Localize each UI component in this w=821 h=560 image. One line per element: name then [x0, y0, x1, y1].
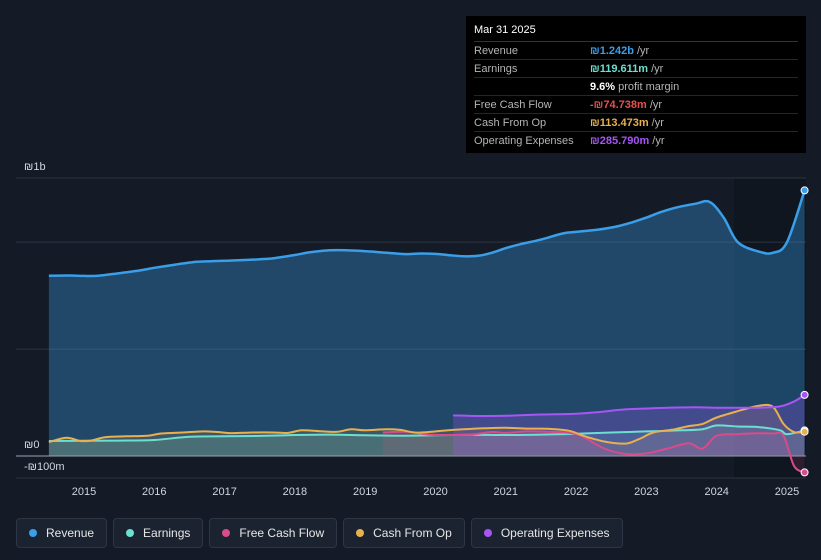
tooltip-row-label: Revenue — [474, 44, 519, 57]
revenue-area — [48, 190, 805, 456]
x-tick-label: 2025 — [775, 486, 799, 498]
tooltip-row-label: Cash From Op — [474, 116, 547, 129]
tooltip-row: Revenue ₪1.242b/yr — [474, 42, 798, 60]
tooltip-row: Operating Expenses ₪285.790m/yr — [474, 132, 798, 149]
earnings-line — [48, 424, 805, 442]
legend-item-operating-expenses[interactable]: Operating Expenses — [470, 518, 623, 548]
x-tick-label: 2023 — [634, 486, 658, 498]
legend-label: Revenue — [46, 526, 95, 540]
series-end-markers — [800, 186, 809, 477]
tooltip-date: Mar 31 2025 — [474, 24, 798, 42]
revenue-line — [48, 189, 806, 278]
operating-expenses-line — [453, 394, 806, 418]
series-lines — [48, 189, 806, 474]
tooltip-row-value: ₪113.473m — [590, 116, 649, 129]
operating-expenses-end-marker — [800, 390, 809, 399]
legend-dot-icon — [356, 529, 365, 537]
tooltip-row-unit: /yr — [636, 44, 650, 57]
y-tick-label: ₪1b — [24, 161, 46, 173]
tooltip-row-label: Operating Expenses — [474, 134, 574, 147]
tooltip-row-unit: /yr — [651, 116, 664, 129]
x-tick-label: 2022 — [564, 486, 588, 498]
legend-dot-icon — [29, 529, 37, 537]
tooltip-row: Free Cash Flow -₪74.738m/yr — [474, 96, 798, 114]
tooltip-row-unit: /yr — [651, 62, 664, 75]
x-tick-label: 2024 — [704, 486, 728, 498]
tooltip-row-unit: /yr — [652, 134, 665, 147]
cash-from-op-line — [48, 403, 805, 445]
tooltip-row-label: Earnings — [474, 62, 518, 75]
x-tick-label: 2016 — [142, 486, 166, 498]
x-tick-label: 2015 — [72, 486, 96, 498]
free-cash-flow-end-marker — [800, 468, 809, 477]
y-tick-label: ₪0 — [24, 439, 39, 451]
legend-label: Earnings — [143, 526, 191, 540]
tooltip-row: 9.6% profit margin — [474, 78, 798, 96]
chart-legend: Revenue Earnings Free Cash Flow Cash From O… — [16, 518, 623, 548]
tooltip-rows: Revenue ₪1.242b/yr Earnings ₪119.611m/yr 9.6… — [474, 42, 798, 149]
legend-dot-icon — [126, 529, 135, 537]
tooltip-row-unit: /yr — [649, 98, 663, 111]
tooltip-row-value: ₪119.611m — [590, 62, 649, 75]
tooltip-row: Cash From Op ₪113.473m/yr — [474, 114, 798, 132]
legend-item-cash-from-op[interactable]: Cash From Op — [343, 518, 465, 548]
legend-item-revenue[interactable]: Revenue — [16, 518, 108, 548]
x-tick-label: 2020 — [423, 486, 447, 498]
x-tick-label: 2021 — [494, 486, 518, 498]
tooltip-row-value: 9.6% — [590, 80, 616, 93]
tooltip-row-value: -₪74.738m — [590, 98, 647, 111]
legend-dot-icon — [483, 529, 492, 537]
tooltip-row-unit: profit margin — [618, 80, 680, 93]
tooltip-row: Earnings ₪119.611m/yr — [474, 60, 798, 78]
tooltip-panel: Mar 31 2025 Revenue ₪1.242b/yr Earnings ₪11… — [466, 16, 806, 153]
financials-chart: ₪1b ₪0 -₪100m 2015 2016 2017 2018 2019 2020 2021 2… — [16, 161, 809, 498]
x-tick-label: 2018 — [283, 486, 307, 498]
x-tick-label: 2017 — [212, 486, 236, 498]
gridlines — [16, 177, 806, 479]
legend-label: Operating Expenses — [500, 526, 610, 540]
tooltip-row-label: Free Cash Flow — [474, 98, 552, 111]
cash-from-op-end-marker — [800, 427, 809, 436]
legend-dot-icon — [222, 529, 231, 537]
revenue-end-marker — [800, 186, 809, 195]
tooltip-row-value: ₪285.790m — [590, 134, 650, 147]
free-cash-flow-line — [382, 430, 806, 474]
free-cash-flow-area — [382, 431, 805, 473]
x-tick-label: 2019 — [353, 486, 377, 498]
legend-label: Cash From Op — [373, 526, 452, 540]
y-tick-label: -₪100m — [24, 461, 65, 473]
axis-ticks: ₪1b ₪0 -₪100m 2015 2016 2017 2018 2019 2020 2021 2… — [24, 161, 799, 498]
legend-label: Free Cash Flow — [239, 526, 325, 540]
tooltip-row-value: ₪1.242b — [590, 44, 634, 57]
legend-item-earnings[interactable]: Earnings — [113, 518, 204, 548]
legend-item-free-cash-flow[interactable]: Free Cash Flow — [209, 518, 338, 548]
cash-from-op-area — [48, 404, 805, 456]
operating-expenses-area — [453, 394, 805, 456]
